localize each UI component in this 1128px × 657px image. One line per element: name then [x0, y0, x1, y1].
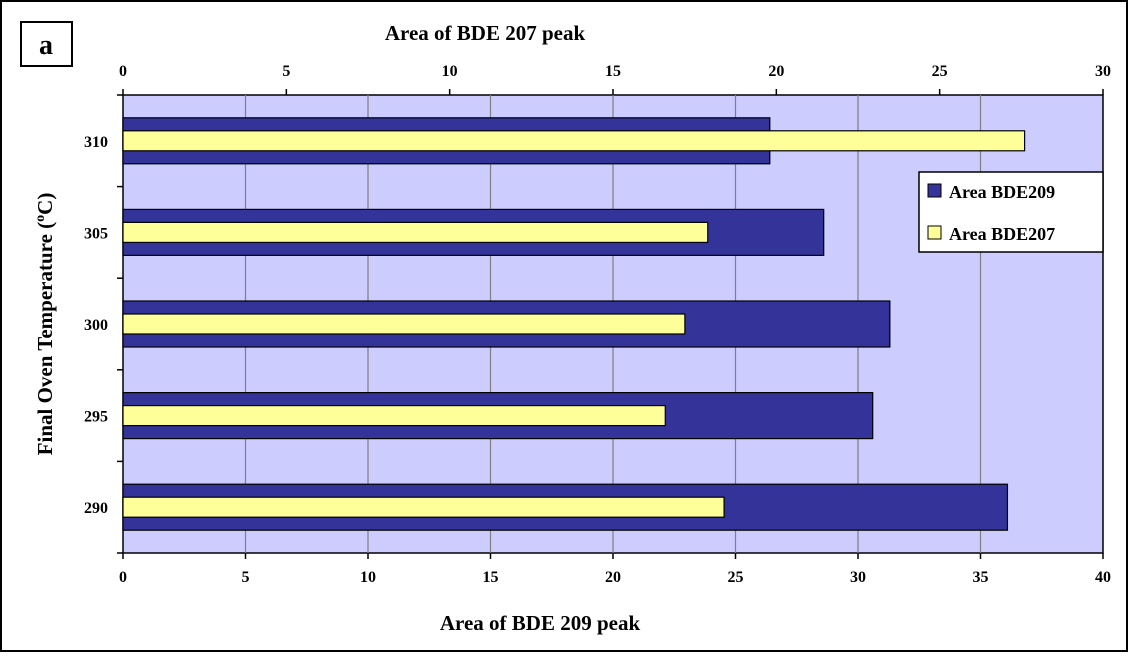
y-tick-label: 290 [84, 500, 108, 517]
y-tick-label: 300 [84, 317, 108, 334]
x-top-tick-label: 20 [768, 63, 784, 80]
x-bottom-axis-title: Area of BDE 209 peak [440, 611, 641, 635]
x-top-tick-label: 5 [282, 63, 290, 80]
bar-bde207-305 [122, 221, 709, 243]
legend-label-bde207: Area BDE207 [949, 224, 1055, 244]
x-bottom-tick-label: 30 [850, 569, 866, 586]
x-bottom-tick-label: 25 [728, 569, 744, 586]
x-top-tick-label: 10 [442, 63, 458, 80]
y-tick-label: 310 [84, 134, 108, 151]
bar-bde207-295 [122, 405, 666, 427]
x-bottom-tick-label: 0 [119, 569, 127, 586]
x-bottom-tick-label: 5 [242, 569, 250, 586]
x-top-tick-label: 30 [1095, 63, 1111, 80]
x-bottom-tick-label: 10 [360, 569, 376, 586]
x-top-tick-label: 25 [932, 63, 948, 80]
axes: 0 5 10 15 20 25 30 35 40 0 5 10 15 20 25 30 290 295 300 305… [84, 63, 1111, 586]
bar-bde207-300 [122, 313, 686, 335]
legend: Area BDE209 Area BDE207 [918, 171, 1104, 253]
x-bottom-tick-label: 15 [483, 569, 499, 586]
y-tick-label: 295 [84, 409, 108, 426]
panel-label-box [20, 21, 73, 67]
bar-bde207-310 [122, 130, 1026, 152]
legend-swatch-bde207 [927, 225, 942, 240]
x-bottom-tick-label: 20 [605, 569, 621, 586]
x-bottom-tick-label: 35 [973, 569, 989, 586]
bar-bde207-290 [122, 496, 725, 518]
x-bottom-tick-label: 40 [1095, 569, 1111, 586]
legend-swatch-bde209 [927, 183, 942, 198]
legend-box [918, 171, 1104, 253]
x-top-axis-title: Area of BDE 207 peak [385, 21, 586, 45]
bars [122, 117, 1026, 531]
y-axis-title: Final Oven Temperature (oC) [33, 193, 57, 456]
panel-label: a [39, 30, 53, 61]
x-top-tick-label: 0 [119, 63, 127, 80]
y-tick-label: 305 [84, 225, 108, 242]
legend-label-bde209: Area BDE209 [949, 182, 1055, 202]
x-top-tick-label: 15 [605, 63, 621, 80]
